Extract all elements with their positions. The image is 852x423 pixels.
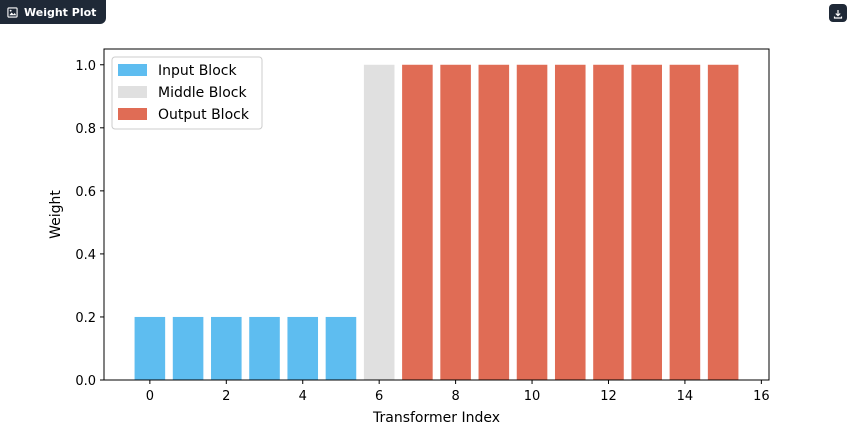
download-button[interactable] <box>829 4 847 22</box>
bar-input-block-4 <box>287 316 319 380</box>
x-tick-label: 16 <box>753 389 770 404</box>
legend-swatch <box>118 108 147 120</box>
download-icon <box>833 4 843 23</box>
y-tick-label: 0.6 <box>75 185 96 200</box>
y-tick-label: 1.0 <box>75 59 96 74</box>
plot-frame <box>103 48 770 381</box>
x-axis-label: Transformer Index <box>372 410 500 423</box>
bar-input-block-2 <box>211 316 242 380</box>
x-tick-label: 6 <box>375 389 383 404</box>
bar-input-block-5 <box>325 316 357 380</box>
y-tick-label: 0.8 <box>75 122 96 137</box>
x-tick-label: 0 <box>146 389 154 404</box>
x-tick-label: 14 <box>677 389 694 404</box>
legend-label: Output Block <box>158 107 250 123</box>
legend-swatch <box>118 64 147 76</box>
legend-swatch <box>118 86 147 98</box>
bar-middle-block-6 <box>363 64 395 380</box>
bar-output-block-12 <box>593 64 624 380</box>
bar-output-block-9 <box>478 64 510 380</box>
bar-input-block-0 <box>134 316 166 380</box>
bar-output-block-13 <box>631 64 662 380</box>
bar-output-block-8 <box>440 64 471 380</box>
ticks-group: 0 2 4 6 8 10 12 14 16 0.0 0.2 0.4 0.6 0.8 1.0 <box>75 59 769 404</box>
bars-group <box>134 64 739 380</box>
x-tick-label: 10 <box>524 389 541 404</box>
bar-input-block-1 <box>172 316 204 380</box>
legend: Input Block Middle Block Output Block <box>111 56 263 130</box>
y-tick-label: 0.2 <box>75 311 96 326</box>
legend-label: Input Block <box>158 63 237 79</box>
x-tick-label: 8 <box>451 389 459 404</box>
legend-box <box>111 56 263 130</box>
x-tick-label: 2 <box>222 389 230 404</box>
image-icon <box>6 6 18 18</box>
x-tick-label: 4 <box>299 389 307 404</box>
legend-label: Middle Block <box>158 85 247 101</box>
bar-output-block-10 <box>516 64 548 380</box>
plot-title-tab: Weight Plot <box>0 0 107 24</box>
y-tick-label: 0.0 <box>75 374 96 389</box>
bar-output-block-14 <box>669 64 701 380</box>
plot-title: Weight Plot <box>24 5 97 19</box>
bar-output-block-11 <box>554 64 586 380</box>
bar-output-block-7 <box>402 64 433 380</box>
y-tick-label: 0.4 <box>75 248 96 263</box>
y-axis-label: Weight <box>48 190 64 239</box>
bar-input-block-3 <box>249 316 280 380</box>
x-tick-label: 12 <box>600 389 617 404</box>
bar-output-block-15 <box>707 64 739 380</box>
